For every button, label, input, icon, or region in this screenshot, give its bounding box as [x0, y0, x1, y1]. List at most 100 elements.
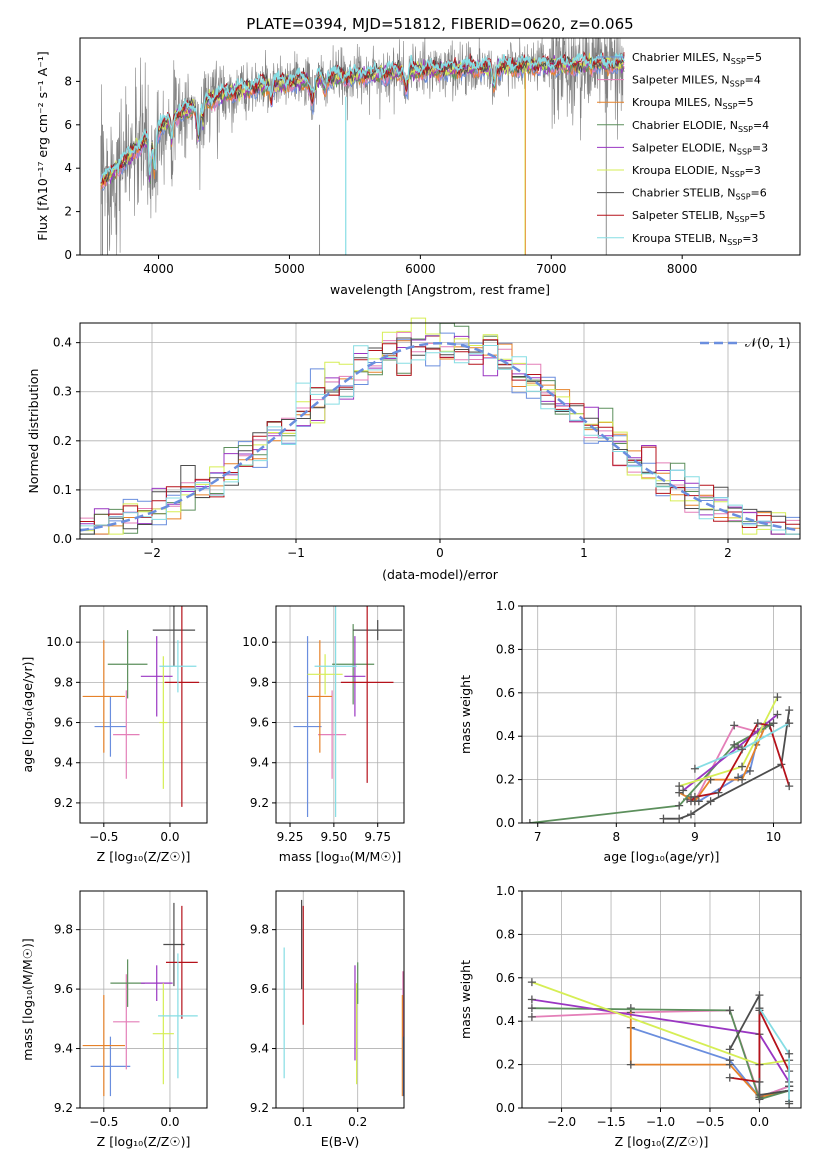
series-marker: [738, 745, 747, 754]
axes-frame: [275, 890, 405, 1109]
series-marker: [755, 1077, 764, 1086]
axes-frame: [521, 890, 802, 1109]
weight-vs-metallicity-panel: −2.0 −1.5 −1.0 −0.5 0.0 0.0 0.2 0.4 0.6 0.8 1.0 Z […: [458, 884, 802, 1149]
xlabel: age [log₁₀(age/yr)]: [604, 849, 720, 864]
axes-frame: [275, 605, 405, 824]
ytick-label: 9.6: [250, 982, 269, 996]
plot-marks: [82, 902, 198, 1097]
series-marker: [626, 1004, 635, 1013]
spectrum-xtick-label: 8000: [667, 262, 698, 276]
series-marker: [785, 782, 794, 791]
xtick-label: 0.1: [294, 1115, 313, 1129]
series-marker: [527, 1012, 536, 1021]
ytick-label: 0.8: [496, 642, 515, 656]
plot-marks: [293, 606, 403, 817]
series-marker: [745, 766, 754, 775]
ytick-label: 9.4: [54, 1042, 73, 1056]
ytick-label: 9.6: [250, 716, 269, 730]
errorbar-krou_elodie: [159, 656, 168, 789]
mass-vs-ebv-panel: 0.1 0.2 9.2 9.4 9.6 9.8 E(B-V): [250, 890, 405, 1149]
series-marker: [686, 810, 695, 819]
ytick-label: 0.6: [496, 971, 515, 985]
model-spectra: [100, 50, 625, 255]
errorbar-chab_miles: [90, 1036, 131, 1097]
ytick-label: 9.2: [250, 1101, 269, 1115]
legend-entry: Kroupa STELIB, NSSP=3: [632, 232, 758, 247]
series-marker: [725, 1045, 734, 1054]
legend-entry: Chabrier STELIB, NSSP=6: [632, 187, 767, 202]
ylabel: mass [log₁₀(M/M☉)]: [20, 938, 35, 1060]
xlabel: mass [log₁₀(M/M☉)]: [279, 849, 401, 864]
series-krou_elodie: [675, 693, 782, 791]
legend-entry: Salpeter ELODIE, NSSP=3: [632, 141, 768, 156]
series-salp_elodie: [679, 710, 782, 795]
xtick-label: 8: [612, 830, 620, 844]
spectrum-ytick-label: 6: [64, 118, 72, 132]
ytick-label: 9.6: [54, 716, 73, 730]
xtick-label: 0.2: [348, 1115, 367, 1129]
series-marker: [706, 797, 715, 806]
series-marker: [753, 719, 762, 728]
series-marker: [755, 1004, 764, 1013]
ytick-label: 9.2: [250, 796, 269, 810]
ytick-label: 10.0: [242, 635, 269, 649]
errorbar-chab_miles: [94, 696, 127, 757]
xtick-label: 7: [534, 830, 542, 844]
xtick-label: 9.75: [364, 830, 391, 844]
series-marker: [773, 710, 782, 719]
histogram-ytick-label: 0.2: [53, 434, 72, 448]
series-marker: [527, 978, 536, 987]
gaussian-curve: [79, 341, 801, 532]
series-marker: [725, 1006, 734, 1015]
errorbar-salp_stelib: [164, 606, 200, 807]
ylabel: age [log₁₀(age/yr)]: [20, 657, 35, 773]
ytick-label: 9.4: [250, 1042, 269, 1056]
series-marker: [765, 721, 774, 730]
xlabel: Z [log₁₀(Z/Z☉)]: [97, 1134, 191, 1149]
spectrum-ylabel: Flux [fλ10⁻¹⁷ erg cm⁻² s⁻¹ A⁻¹]: [35, 51, 50, 240]
ytick-label: 0.8: [496, 927, 515, 941]
ylabel: mass weight: [458, 675, 473, 754]
errorbar-krou_elodie: [152, 983, 174, 1085]
series-line: [531, 1007, 790, 1101]
xtick-label: −0.5: [89, 1115, 118, 1129]
histogram-ytick-label: 0.0: [53, 532, 72, 546]
series-marker: [525, 819, 534, 823]
histogram-ticks: −2 −1 0 1 2 0.0 0.1 0.2 0.3 0.4: [53, 336, 732, 560]
plot-marks: [525, 693, 794, 823]
errorbar-salp_stelib: [165, 905, 198, 1019]
errorbar-chab_miles: [293, 636, 322, 817]
histogram-xtick-label: −2: [143, 546, 161, 560]
ytick-label: 9.2: [54, 796, 73, 810]
series-marker: [659, 814, 668, 823]
histogram-krou_stelib: [80, 345, 800, 535]
ytick-label: 0.6: [496, 686, 515, 700]
series-marker: [675, 782, 684, 791]
histogram-xlabel: (data-model)/error: [382, 567, 499, 582]
residual-histogram-panel: −2 −1 0 1 2 0.0 0.1 0.2 0.3 0.4 (data-model)/erro…: [26, 317, 801, 582]
series-salp_stelib: [686, 719, 794, 806]
series-chab_stelib: [659, 706, 794, 823]
series-line: [690, 722, 791, 802]
xtick-label: −0.5: [695, 1115, 724, 1129]
xtick-label: 9.25: [277, 830, 304, 844]
series-krou_stelib: [755, 1004, 794, 1108]
ytick-label: 9.2: [54, 1101, 73, 1115]
histogram-ytick-label: 0.4: [53, 336, 72, 350]
legend-entry: Salpeter STELIB, NSSP=5: [632, 209, 766, 224]
legend-entry: Kroupa MILES, NSSP=5: [632, 96, 754, 111]
series-marker: [738, 775, 747, 784]
series-marker: [785, 706, 794, 715]
xtick-label: 10: [766, 830, 781, 844]
ytick-label: 9.8: [250, 923, 269, 937]
errorbar-krou_stelib: [314, 606, 357, 817]
errorbar-salp_miles: [318, 690, 347, 779]
xtick-label: −1.0: [646, 1115, 675, 1129]
series-krou_stelib: [690, 719, 794, 773]
series-marker: [785, 1099, 794, 1108]
errorbar-krou_elodie: [307, 654, 343, 695]
series-marker: [785, 1049, 794, 1058]
ytick-label: 0.0: [496, 816, 515, 830]
series-marker: [738, 762, 747, 771]
